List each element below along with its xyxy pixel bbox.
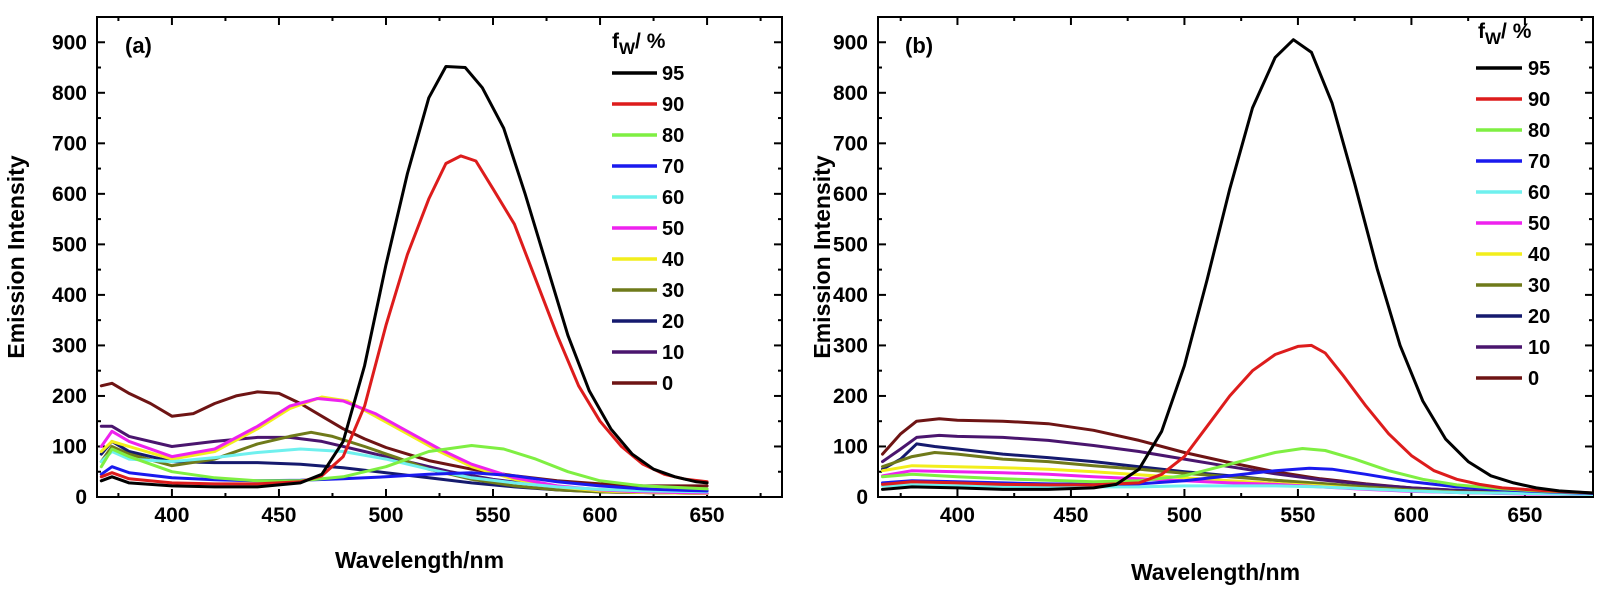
legend-label-a-90: 90 [662,94,684,116]
panel-label-b: (b) [905,33,933,58]
legend-title-a: fW/ % [612,30,666,58]
legend-label-b-90: 90 [1528,89,1550,111]
y-tick-label-a: 800 [52,82,87,105]
y-tick-label-b: 300 [833,334,868,357]
y-tick-label-b: 500 [833,233,868,256]
series-group-a [99,65,709,495]
legend-label-a-10: 10 [662,342,684,364]
x-tick-label-a: 500 [368,504,403,527]
series-line-a-70 [99,465,709,493]
legend-label-b-50: 50 [1528,213,1550,235]
x-tick-label-b: 400 [940,504,975,527]
legend-label-b-10: 10 [1528,337,1550,359]
y-tick-label-a: 900 [52,31,87,54]
legend-label-b-20: 20 [1528,306,1550,328]
x-tick-label-a: 600 [583,504,618,527]
y-axis-label-a: Emission Intensity [3,155,29,358]
series-line-b-80 [881,447,1593,495]
x-tick-label-b: 650 [1507,504,1542,527]
legend-title-b: fW/ % [1478,20,1532,48]
y-tick-label-a: 500 [52,233,87,256]
series-line-a-90 [99,154,709,486]
y-tick-label-a: 0 [75,486,87,509]
y-tick-label-b: 100 [833,435,868,458]
series-line-b-60 [881,483,1593,496]
legend-label-b-60: 60 [1528,182,1550,204]
y-tick-label-b: 800 [833,82,868,105]
legend-label-a-60: 60 [662,187,684,209]
legend-label-b-40: 40 [1528,244,1550,266]
y-tick-label-b: 900 [833,31,868,54]
x-tick-label-b: 550 [1280,504,1315,527]
legend-label-a-20: 20 [662,311,684,333]
legend-label-a-30: 30 [662,280,684,302]
legend-label-b-0: 0 [1528,368,1539,390]
x-tick-label-b: 600 [1394,504,1429,527]
x-tick-label-b: 500 [1167,504,1202,527]
legend-label-b-80: 80 [1528,120,1550,142]
x-tick-label-b: 450 [1053,504,1088,527]
legend-label-b-30: 30 [1528,275,1550,297]
legend-label-a-95: 95 [662,63,684,85]
x-axis-label-b: Wavelength/nm [1131,559,1300,585]
plot-frame-b [877,16,1594,498]
series-line-a-95 [99,65,709,489]
y-tick-label-b: 200 [833,385,868,408]
panel-b-chart: 400 450 500 550 600 6500100200300400500600700… [809,16,1594,585]
y-tick-label-a: 700 [52,132,87,155]
legend-label-a-80: 80 [662,125,684,147]
y-tick-label-a: 200 [52,385,87,408]
legend-label-b-95: 95 [1528,58,1550,80]
series-line-a-60 [99,447,709,494]
series-line-b-95 [881,38,1593,495]
x-tick-label-a: 400 [154,504,189,527]
y-tick-label-b: 600 [833,183,868,206]
series-line-b-10 [881,433,1593,496]
legend-label-a-70: 70 [662,156,684,178]
series-line-b-90 [881,343,1593,495]
y-tick-label-a: 600 [52,183,87,206]
y-tick-label-a: 100 [52,435,87,458]
panel-label-a: (a) [125,33,152,58]
y-tick-label-a: 300 [52,334,87,357]
legend-label-a-50: 50 [662,218,684,240]
y-tick-label-b: 700 [833,132,868,155]
panel-a-chart: 400 450 500 550 600 6500100200300400500600700… [3,16,783,573]
y-tick-label-a: 400 [52,284,87,307]
legend-label-a-0: 0 [662,373,673,395]
y-tick-label-b: 400 [833,284,868,307]
legend-label-a-40: 40 [662,249,684,271]
legend-label-b-70: 70 [1528,151,1550,173]
series-group-b [881,38,1593,496]
y-axis-label-b: Emission Intensity [809,155,835,358]
x-tick-label-a: 450 [261,504,296,527]
series-line-a-80 [99,444,709,491]
x-tick-label-a: 550 [475,504,510,527]
x-tick-label-a: 650 [690,504,725,527]
x-axis-label-a: Wavelength/nm [335,547,504,573]
y-tick-label-b: 0 [856,486,868,509]
